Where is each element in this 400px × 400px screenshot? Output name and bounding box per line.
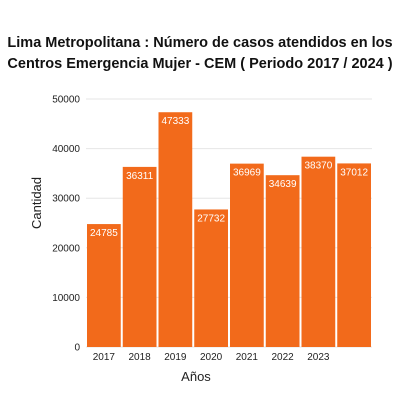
bar-value-label: 24785 bbox=[90, 228, 118, 239]
y-axis-title: Cantidad bbox=[29, 177, 44, 229]
y-tick-label: 20000 bbox=[52, 243, 80, 254]
bar bbox=[194, 209, 228, 347]
chart-title: Lima Metropolitana : Número de casos ate… bbox=[7, 35, 393, 72]
x-tick-label: 2022 bbox=[272, 352, 295, 363]
bar bbox=[158, 112, 193, 347]
y-tick-label: 50000 bbox=[52, 95, 80, 106]
bar bbox=[230, 163, 264, 347]
x-tick-label: 2018 bbox=[129, 352, 152, 363]
y-tick-label: 40000 bbox=[52, 144, 80, 155]
bar-value-label: 37012 bbox=[340, 167, 368, 178]
x-tick-label: 2019 bbox=[164, 352, 187, 363]
y-tick-label: 10000 bbox=[52, 293, 80, 304]
bar-value-label: 38370 bbox=[304, 161, 332, 172]
bars bbox=[87, 112, 371, 347]
x-tick-label: 2017 bbox=[93, 352, 116, 363]
bar-value-label: 47333 bbox=[161, 116, 189, 127]
bar bbox=[265, 175, 300, 347]
y-tick-label: 0 bbox=[74, 343, 80, 354]
x-tick-label: 2020 bbox=[200, 352, 223, 363]
bar-value-label: 36969 bbox=[233, 168, 261, 179]
bar-value-label: 34639 bbox=[269, 179, 297, 190]
x-tick-label: 2023 bbox=[307, 352, 330, 363]
x-tick-label: 2021 bbox=[236, 352, 259, 363]
bar bbox=[122, 166, 157, 347]
bar bbox=[337, 163, 371, 347]
x-axis-ticks: 2017 2018 2019 2020 2021 2022 2023 bbox=[93, 352, 330, 363]
x-axis-title: Años bbox=[181, 369, 211, 384]
bar bbox=[301, 156, 336, 347]
data-labels: 24785 36311 47333 27732 36969 34639 38370 37012 bbox=[90, 116, 368, 239]
y-axis-ticks: 0 10000 20000 30000 40000 50000 bbox=[52, 95, 80, 354]
bar bbox=[87, 224, 121, 347]
bar-value-label: 36311 bbox=[126, 171, 154, 182]
bar-value-label: 27732 bbox=[197, 213, 225, 224]
y-tick-label: 30000 bbox=[52, 194, 80, 205]
